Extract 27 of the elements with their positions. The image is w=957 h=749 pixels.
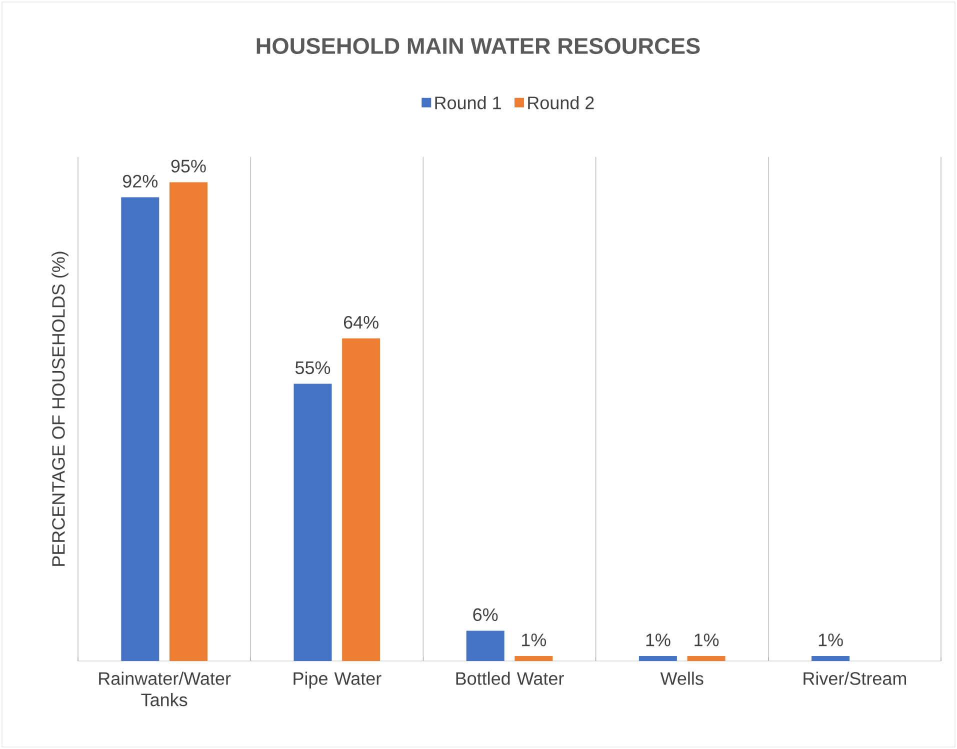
bar xyxy=(514,656,553,661)
x-tick-label: Pipe Water xyxy=(294,672,382,688)
x-tick-label: Wells xyxy=(660,672,704,685)
bar xyxy=(638,656,677,661)
data-label: 1% xyxy=(818,634,843,646)
bar xyxy=(169,182,208,661)
data-label: 64% xyxy=(344,316,378,329)
x-tick-label: Bottled Water xyxy=(456,672,564,685)
bar xyxy=(342,338,380,661)
data-label: 55% xyxy=(295,361,330,374)
bar xyxy=(466,630,504,661)
data-label: 1% xyxy=(522,634,546,646)
data-label: 95% xyxy=(171,160,206,172)
bar xyxy=(294,384,332,661)
data-label: 92% xyxy=(122,174,158,188)
bar xyxy=(812,656,850,661)
legend-label: Round 1 xyxy=(435,96,501,110)
bar xyxy=(687,656,726,661)
bar xyxy=(121,197,160,661)
x-tick-label: River/Stream xyxy=(804,672,906,685)
data-label: 1% xyxy=(646,634,670,646)
legend-label: Round 2 xyxy=(528,96,594,110)
y-axis-title: PERCENTAGE OF HOUSEHOLDS (%) xyxy=(52,252,68,566)
data-label: 6% xyxy=(473,608,498,622)
data-label: 1% xyxy=(694,634,719,646)
x-tick-label: Rainwater/Water Tanks xyxy=(99,672,231,706)
chart-title: HOUSEHOLD MAIN WATER RESOURCES xyxy=(256,38,700,54)
